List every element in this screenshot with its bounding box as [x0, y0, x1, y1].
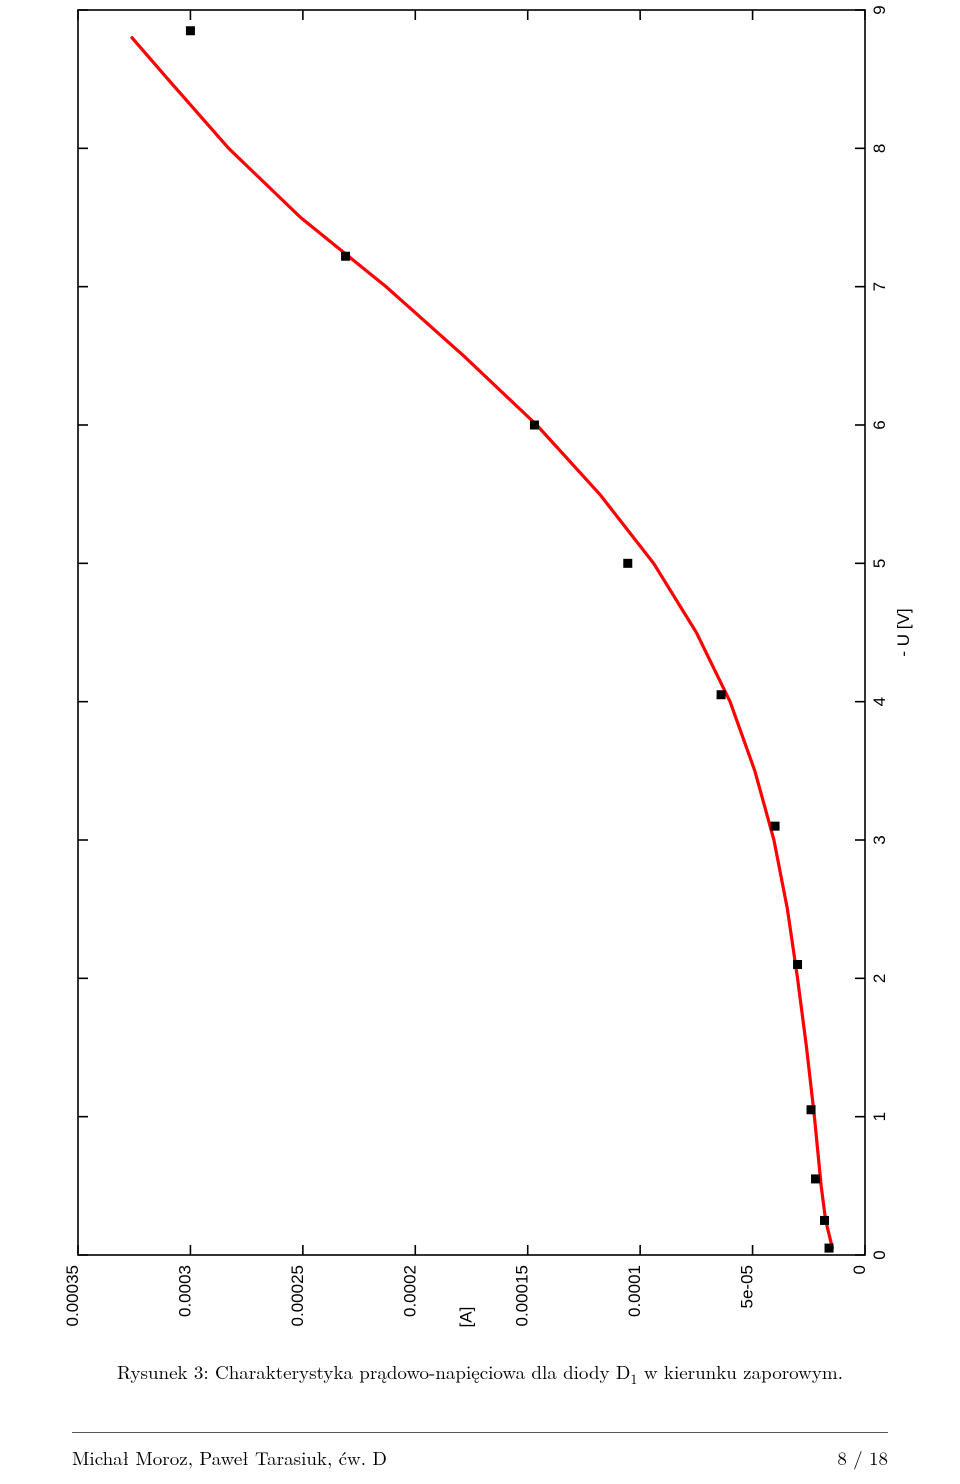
- svg-text:9: 9: [870, 5, 889, 14]
- figure-caption: Rysunek 3: Charakterystyka prądowo-napię…: [0, 1358, 960, 1389]
- svg-text:3: 3: [870, 835, 889, 844]
- svg-text:1: 1: [870, 1112, 889, 1121]
- footer-authors: Michał Moroz, Paweł Tarasiuk, ćw. D: [72, 1444, 387, 1471]
- svg-text:5: 5: [870, 559, 889, 568]
- svg-text:5e-05: 5e-05: [738, 1265, 757, 1308]
- svg-text:8: 8: [870, 144, 889, 153]
- caption-subscript: 1: [630, 1369, 637, 1389]
- data-marker: [771, 822, 779, 830]
- data-marker: [624, 559, 632, 567]
- svg-text:0.0002: 0.0002: [400, 1265, 419, 1317]
- data-marker: [186, 27, 194, 35]
- svg-text:4: 4: [870, 697, 889, 706]
- fit-curve: [132, 38, 832, 1248]
- plot-area: 0 1 2 3 4 5 6 7 8 9 0 5e-05 0.0001 0.00015 0.0002 0.000…: [63, 5, 913, 1330]
- caption-suffix: w kierunku zaporowym.: [638, 1358, 843, 1385]
- data-marker: [812, 1175, 820, 1183]
- data-marker: [821, 1216, 829, 1224]
- svg-text:0.0003: 0.0003: [175, 1265, 194, 1317]
- svg-text:0: 0: [850, 1265, 869, 1274]
- footer-page-number: 8 / 18: [837, 1444, 888, 1471]
- page-footer: Michał Moroz, Paweł Tarasiuk, ćw. D 8 / …: [72, 1444, 888, 1471]
- svg-text:2: 2: [870, 974, 889, 983]
- footer-rule: [72, 1432, 888, 1433]
- data-marker: [530, 421, 538, 429]
- data-marker: [825, 1244, 833, 1252]
- x-axis-label: - U [V]: [894, 608, 913, 656]
- y-axis-label: - I [A]: [457, 1307, 476, 1330]
- chart-container: 0 1 2 3 4 5 6 7 8 9 0 5e-05 0.0001 0.00015 0.0002 0.000…: [40, 0, 920, 1330]
- data-marker: [807, 1106, 815, 1114]
- diode-iv-chart: 0 1 2 3 4 5 6 7 8 9 0 5e-05 0.0001 0.00015 0.0002 0.000…: [40, 0, 920, 1330]
- svg-text:0.00025: 0.00025: [288, 1265, 307, 1326]
- data-marker: [794, 961, 802, 969]
- data-marker: [717, 691, 725, 699]
- svg-text:0.0001: 0.0001: [625, 1265, 644, 1317]
- page: { "chart": { "type": "line+scatter", "ba…: [0, 0, 960, 1484]
- data-marker: [342, 252, 350, 260]
- svg-text:0: 0: [870, 1250, 889, 1259]
- svg-text:7: 7: [870, 282, 889, 291]
- svg-text:0.00015: 0.00015: [513, 1265, 532, 1326]
- caption-text: Rysunek 3: Charakterystyka prądowo-napię…: [117, 1358, 630, 1385]
- svg-text:0.00035: 0.00035: [63, 1265, 82, 1326]
- svg-text:6: 6: [870, 420, 889, 429]
